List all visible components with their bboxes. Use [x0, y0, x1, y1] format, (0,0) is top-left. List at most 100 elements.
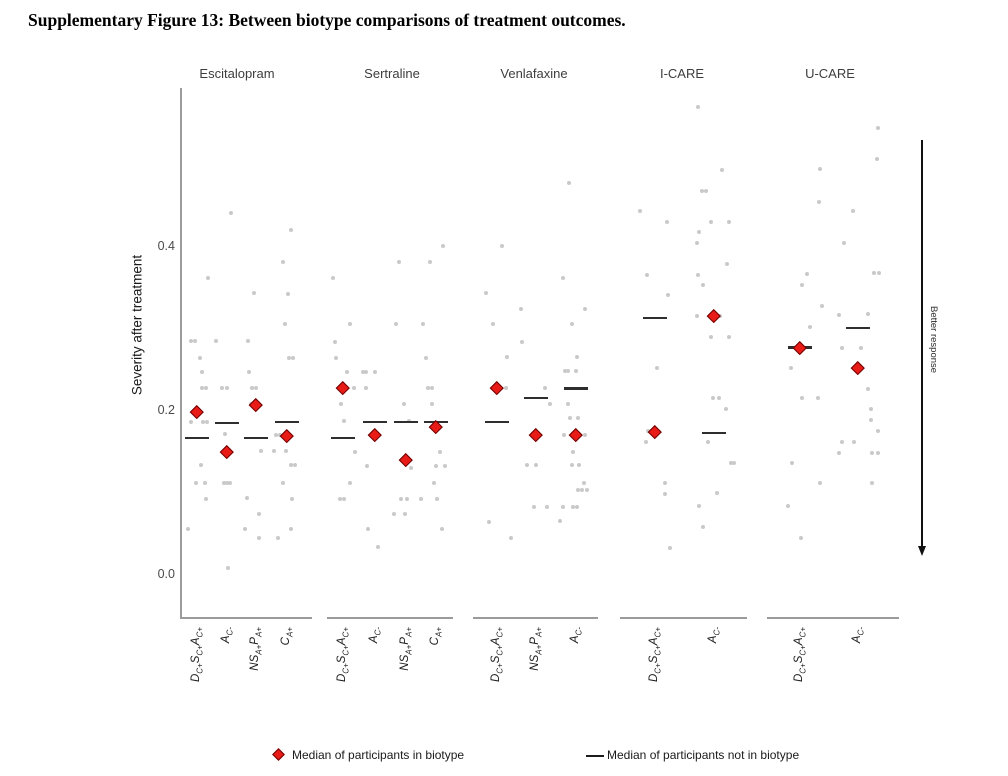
scatter-point [257, 535, 261, 540]
scatter-point [435, 496, 439, 501]
scatter-point [727, 335, 731, 340]
scatter-point [724, 407, 728, 412]
scatter-point [717, 395, 721, 400]
median-in-diamond [490, 381, 504, 395]
median-in-diamond [368, 427, 382, 442]
scatter-point [186, 526, 190, 531]
scatter-point [443, 463, 447, 468]
x-category-label: AC- [851, 627, 866, 644]
median-out-line [564, 387, 588, 390]
median-in-diamond [851, 361, 865, 375]
scatter-point [570, 462, 574, 467]
y-tick-label: 0.0 [157, 567, 175, 581]
scatter-point [289, 228, 293, 233]
scatter-point [866, 386, 870, 391]
scatter-point [695, 240, 699, 245]
y-tick-label: 0.4 [157, 239, 175, 253]
scatter-point [543, 385, 547, 390]
scatter-point [245, 495, 249, 500]
scatter-point [532, 504, 536, 509]
scatter-point [409, 466, 413, 471]
x-category-label: DC+SC+AC+ [648, 627, 663, 683]
scatter-point [697, 230, 701, 235]
scatter-point [198, 356, 202, 361]
scatter-point [229, 211, 233, 216]
x-axis-line [620, 617, 747, 619]
scatter-point [571, 449, 575, 454]
y-tick-label: 0.2 [157, 403, 175, 417]
scatter-point [339, 402, 343, 407]
scatter-point [696, 272, 700, 277]
scatter-point [199, 462, 203, 467]
x-category-label: AC- [220, 627, 235, 644]
median-out-line [185, 436, 209, 440]
scatter-point [583, 307, 587, 312]
scatter-point [203, 480, 207, 485]
scatter-point [872, 271, 876, 276]
scatter-point [286, 292, 290, 297]
scatter-point [352, 385, 356, 390]
scatter-point [816, 395, 820, 400]
panel-header: U-CARE [805, 66, 855, 81]
arrow-head-icon [917, 546, 926, 556]
scatter-point [799, 535, 803, 540]
scatter-point [577, 462, 581, 467]
scatter-point [366, 526, 370, 531]
scatter-point [566, 402, 570, 407]
scatter-point [430, 385, 434, 390]
scatter-point [204, 496, 208, 501]
scatter-point [247, 370, 251, 375]
scatter-point [842, 240, 846, 245]
scatter-point [646, 429, 650, 434]
scatter-point [644, 439, 648, 444]
scatter-point [505, 354, 509, 359]
scatter-point [348, 480, 352, 485]
median-out-line [643, 316, 667, 320]
scatter-point [561, 504, 565, 509]
scatter-point [250, 385, 254, 390]
scatter-point [701, 283, 705, 288]
scatter-point [840, 439, 844, 444]
x-axis-line [473, 617, 598, 619]
scatter-point [509, 535, 513, 540]
scatter-point [424, 356, 428, 361]
scatter-point [666, 293, 670, 298]
scatter-point [725, 262, 729, 267]
panel-header: Sertraline [364, 66, 420, 81]
median-out-line [846, 326, 870, 330]
scatter-point [407, 418, 411, 423]
scatter-point [252, 290, 256, 295]
scatter-point [394, 321, 398, 326]
scatter-point [568, 416, 572, 421]
legend-not-in-biotype-label: Median of participants not in biotype [607, 748, 800, 762]
median-in-diamond [569, 427, 583, 442]
scatter-point [820, 303, 824, 308]
scatter-point [342, 418, 346, 423]
scatter-point [534, 462, 538, 467]
scatter-point [700, 189, 704, 194]
scatter-point [695, 313, 699, 318]
scatter-point [361, 370, 365, 375]
scatter-point [441, 244, 445, 248]
scatter-point [663, 480, 667, 485]
scatter-point [805, 271, 809, 276]
legend-diamond-icon [272, 748, 285, 761]
x-axis-line [327, 617, 453, 619]
scatter-point [869, 407, 873, 412]
median-in-diamond [190, 404, 204, 419]
scatter-point [287, 355, 291, 360]
scatter-point [837, 450, 841, 455]
scatter-point [655, 366, 659, 371]
scatter-point [353, 449, 357, 454]
scatter-point [189, 420, 193, 425]
scatter-point [272, 449, 276, 453]
scatter-point [576, 416, 580, 421]
scatter-point [204, 385, 208, 390]
scatter-point [575, 504, 579, 509]
scatter-point [200, 370, 204, 375]
scatter-point [291, 355, 295, 360]
scatter-point [567, 180, 571, 185]
scatter-point [580, 488, 584, 493]
y-axis-title: Severity after treatment [129, 254, 145, 396]
